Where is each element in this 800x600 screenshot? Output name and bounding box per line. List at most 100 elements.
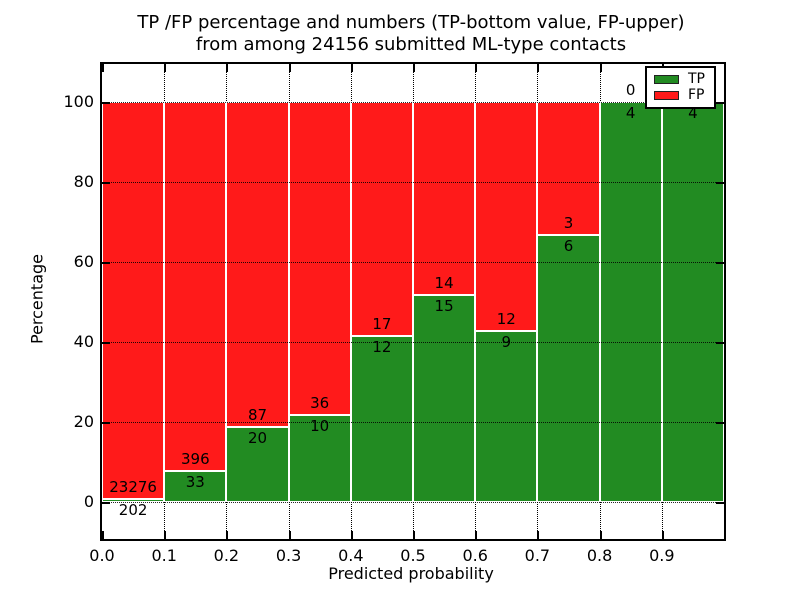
tp-count-label: 9 [501, 332, 512, 351]
y-tick-mark-right [716, 342, 724, 344]
y-tick-mark-right [716, 102, 724, 104]
chart-title-line2: from among 24156 submitted ML-type conta… [195, 34, 627, 55]
bar-segment-tp [475, 330, 538, 502]
bar-segment-fp [102, 102, 165, 499]
bar-segment-fp [413, 102, 476, 296]
tp-count-label: 33 [185, 473, 205, 492]
x-tick-mark [288, 531, 291, 539]
bar-segment-tp [537, 235, 600, 502]
x-tick-label: 0.9 [649, 546, 675, 565]
y-tick-mark-right [716, 182, 724, 184]
y-tick-label: 80 [73, 172, 94, 191]
fp-count-label: 0 [625, 81, 636, 99]
y-tick-mark-right [716, 422, 724, 424]
y-tick-label: 0 [83, 492, 94, 511]
x-tick-mark-top [413, 64, 415, 72]
x-tick-label: 0.2 [213, 546, 240, 565]
x-tick-mark [102, 531, 104, 539]
y-tick-mark-right [716, 262, 724, 264]
legend-item-fp: FP [654, 87, 707, 103]
tp-count-label: 20 [247, 429, 268, 448]
fp-count-label: 396 [180, 450, 210, 469]
x-tick-label: 0.8 [586, 546, 613, 565]
tp-count-label: 4 [625, 104, 636, 122]
fp-count-label: 17 [372, 315, 392, 334]
x-tick-label: 0.7 [524, 546, 551, 565]
bar-segment-tp [288, 415, 351, 502]
tp-count-label: 202 [118, 500, 148, 519]
tp-count-label: 12 [372, 338, 392, 357]
bar-segment-tp [661, 102, 724, 502]
fp-count-label: 12 [496, 309, 516, 328]
y-tick-label: 100 [63, 92, 94, 111]
fp-legend-label: FP [688, 87, 705, 103]
fp-legend-swatch [654, 91, 679, 100]
tp-count-label: 4 [688, 104, 698, 122]
x-tick-mark [599, 531, 602, 539]
x-tick-label: 0.0 [89, 546, 115, 565]
x-tick-mark-top [164, 64, 167, 72]
tp-count-label: 10 [310, 417, 330, 436]
bar-segment-fp [288, 102, 351, 416]
chart-title-line1: TP /FP percentage and numbers (TP-bottom… [137, 12, 685, 33]
x-tick-label: 0.1 [151, 546, 177, 565]
bar-segment-tp [102, 498, 165, 502]
y-tick-label: 20 [73, 412, 94, 431]
bar-segment-fp [226, 102, 289, 428]
tp-count-label: 6 [563, 237, 574, 256]
bar-segment-tp [226, 427, 289, 502]
gridline-horizontal [102, 342, 724, 343]
y-tick-mark [102, 182, 110, 184]
tp-count-label: 15 [434, 297, 454, 316]
x-axis-label: Predicted probability [328, 564, 494, 583]
bar-segment-tp [599, 102, 662, 502]
x-tick-label: 0.5 [400, 546, 426, 565]
x-tick-mark-top [475, 64, 478, 72]
fp-count-label: 14 [434, 274, 454, 293]
x-tick-mark [413, 531, 415, 539]
fp-count-label: 36 [310, 394, 330, 413]
y-tick-mark [102, 262, 110, 264]
legend: TP FP [645, 66, 716, 109]
bar-segment-fp [350, 102, 413, 337]
x-tick-mark-top [288, 64, 291, 72]
chart-title: TP /FP percentage and numbers (TP-bottom… [89, 12, 733, 56]
tp-legend-swatch [654, 75, 679, 84]
x-tick-mark [350, 531, 353, 539]
bar-segment-fp [475, 102, 538, 331]
x-tick-label: 0.3 [275, 546, 302, 565]
x-tick-mark-top [350, 64, 353, 72]
gridline-horizontal [102, 422, 724, 423]
y-tick-mark [102, 422, 110, 424]
x-tick-mark-top [537, 64, 540, 72]
bar-segment-tp [350, 336, 413, 502]
x-tick-mark-top [102, 64, 104, 72]
y-axis-label: Percentage [27, 253, 47, 345]
y-tick-label: 60 [73, 252, 94, 271]
y-tick-mark [102, 342, 110, 344]
gridline-horizontal [102, 102, 724, 103]
bar-segment-fp [537, 102, 600, 236]
gridline-horizontal [102, 502, 724, 503]
plot-area: 232762023963387203610171214151293604040.… [63, 62, 726, 565]
y-tick-mark [102, 102, 110, 104]
x-tick-mark [164, 531, 167, 539]
legend-item-tp: TP [654, 71, 707, 87]
x-tick-label: 0.4 [338, 546, 364, 565]
fp-count-label: 87 [247, 406, 268, 425]
y-tick-mark [102, 502, 110, 504]
gridline-horizontal [102, 262, 724, 263]
gridline-horizontal [102, 182, 724, 183]
fp-count-label: 23276 [109, 477, 157, 496]
bar-segment-fp [164, 102, 227, 472]
x-tick-mark [226, 531, 229, 539]
tp-legend-label: TP [688, 71, 705, 87]
bar-segment-tp [164, 471, 227, 502]
x-tick-mark [661, 531, 664, 539]
x-tick-mark [537, 531, 540, 539]
bar-segment-tp [413, 295, 476, 502]
x-tick-mark-top [226, 64, 229, 72]
fp-count-label: 3 [563, 214, 574, 233]
x-tick-label: 0.6 [462, 546, 488, 565]
